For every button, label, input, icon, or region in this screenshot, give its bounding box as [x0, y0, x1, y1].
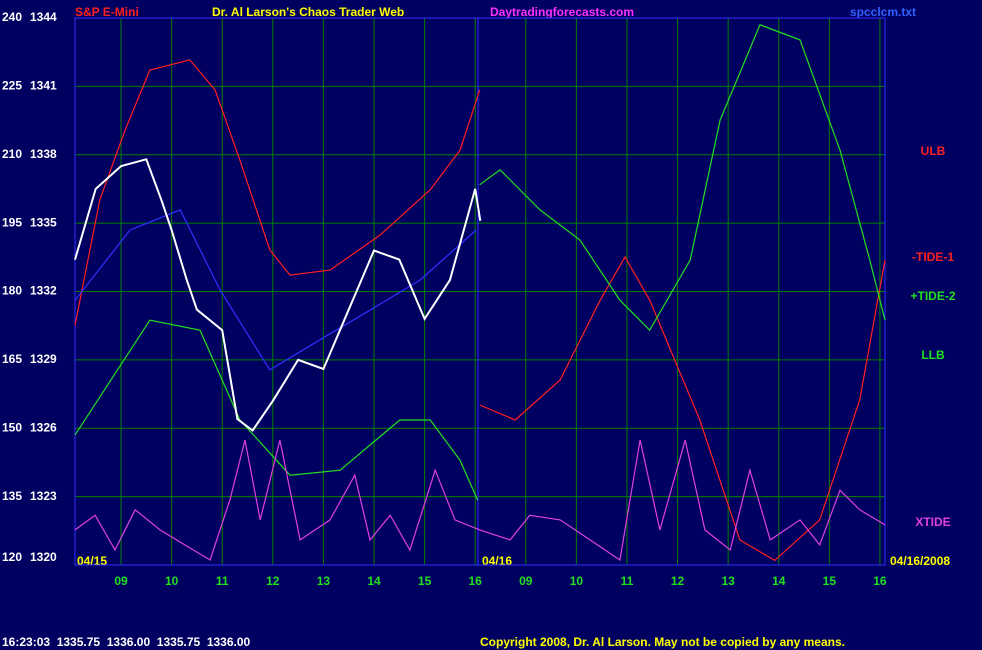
y2-tick-label: 1344	[30, 10, 57, 24]
x-tick-label: 14	[772, 574, 786, 588]
series-line	[479, 24, 886, 332]
y-tick-label: 150	[2, 420, 22, 434]
legend-label: +TIDE-2	[910, 289, 955, 303]
y2-tick-label: 1341	[30, 79, 57, 93]
y2-tick-label: 1323	[30, 489, 57, 503]
series-line	[74, 319, 479, 501]
y-tick-label: 120	[2, 550, 22, 564]
date-label: 04/16/2008	[890, 554, 950, 568]
legend-label: -TIDE-1	[912, 250, 954, 264]
x-tick-label: 13	[721, 574, 735, 588]
y2-tick-label: 1326	[30, 420, 57, 434]
status: 16:23:03 1335.75 1336.00 1335.75 1336.00	[2, 635, 251, 649]
x-tick-label: 16	[873, 574, 887, 588]
x-tick-label: 12	[266, 574, 280, 588]
legend-label: ULB	[921, 144, 946, 158]
y-tick-label: 165	[2, 352, 22, 366]
x-tick-label: 11	[216, 574, 229, 588]
series-line	[74, 59, 481, 326]
y-tick-label: 135	[2, 489, 22, 503]
y2-tick-label: 1332	[30, 284, 57, 298]
instrument: S&P E-Mini	[75, 5, 139, 19]
file-name: spcclcm.txt	[850, 5, 916, 19]
y2-tick-label: 1329	[30, 352, 57, 366]
x-tick-label: 09	[519, 574, 533, 588]
y-tick-label: 180	[2, 284, 22, 298]
copyright: Copyright 2008, Dr. Al Larson. May not b…	[480, 635, 845, 649]
site: Daytradingforecasts.com	[490, 5, 634, 19]
series-line	[74, 439, 886, 562]
x-tick-label: 10	[570, 574, 584, 588]
y-tick-label: 240	[2, 10, 22, 24]
y-tick-label: 210	[2, 147, 22, 161]
plot-frame	[74, 17, 886, 566]
y2-tick-label: 1320	[30, 550, 57, 564]
series-line	[74, 209, 477, 371]
y2-tick-label: 1335	[30, 215, 57, 229]
legend-label: LLB	[921, 348, 945, 362]
y-tick-label: 225	[2, 79, 22, 93]
series-line	[479, 255, 886, 562]
date-label: 04/15	[77, 554, 107, 568]
x-tick-label: 13	[317, 574, 331, 588]
y2-tick-label: 1338	[30, 147, 57, 161]
series-line	[74, 158, 482, 432]
x-tick-label: 10	[165, 574, 179, 588]
x-tick-label: 11	[621, 574, 634, 588]
chart-title: Dr. Al Larson's Chaos Trader Web	[212, 5, 404, 19]
x-tick-label: 09	[114, 574, 128, 588]
x-tick-label: 12	[671, 574, 685, 588]
legend-label: XTIDE	[915, 515, 950, 529]
y-tick-label: 195	[2, 215, 22, 229]
x-tick-label: 15	[418, 574, 432, 588]
x-tick-label: 16	[469, 574, 483, 588]
date-label: 04/16	[482, 554, 512, 568]
x-tick-label: 14	[367, 574, 381, 588]
x-tick-label: 15	[823, 574, 837, 588]
